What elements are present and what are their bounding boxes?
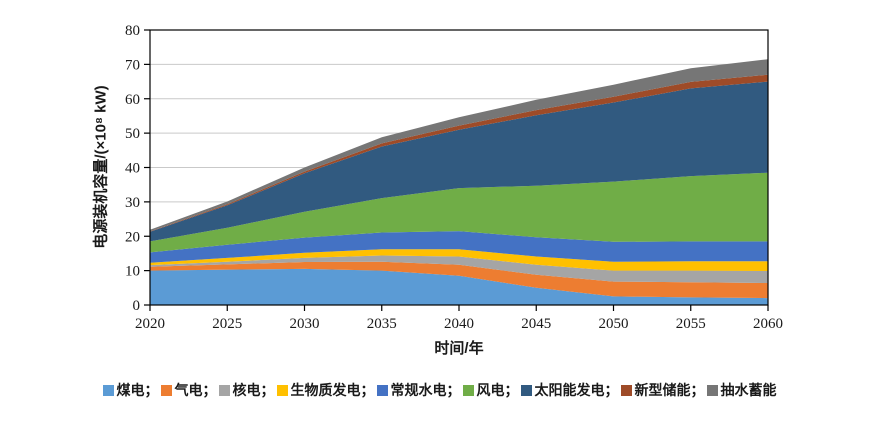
y-tick-label: 60 [125, 92, 140, 108]
legend-item-5: 风电； [462, 380, 519, 400]
y-tick-label: 80 [125, 23, 140, 39]
legend-separator: ； [144, 382, 159, 398]
legend-separator: ； [360, 382, 375, 398]
legend-label: 常规水电 [390, 382, 447, 398]
legend-label: 抽水蓄能 [720, 382, 777, 398]
legend-swatch-icon [376, 384, 388, 396]
area-series-3 [150, 249, 768, 271]
legend-separator: ； [202, 382, 217, 398]
legend-separator: ； [690, 382, 705, 398]
y-tick-label: 30 [125, 195, 140, 211]
legend: 煤电；气电；核电；生物质发电；常规水电；风电；太阳能发电；新型储能；抽水蓄能 [0, 380, 879, 400]
legend-swatch-icon [160, 384, 172, 396]
legend-item-7: 新型储能； [620, 380, 705, 400]
legend-item-1: 气电； [160, 380, 217, 400]
y-tick-label: 20 [125, 229, 140, 245]
legend-item-0: 煤电； [102, 380, 159, 400]
legend-separator: ； [504, 382, 519, 398]
legend-swatch-icon [276, 384, 288, 396]
area-series-5 [150, 172, 768, 253]
x-tick-label: 2050 [599, 316, 629, 332]
y-tick-label: 0 [133, 298, 141, 314]
x-tick-label: 2030 [290, 316, 320, 332]
legend-item-8: 抽水蓄能 [706, 380, 777, 400]
legend-label: 太阳能发电 [534, 382, 605, 398]
area-series-2 [150, 255, 768, 283]
legend-swatch-icon [520, 384, 532, 396]
x-tick-label: 2040 [444, 316, 474, 332]
x-tick-label: 2060 [753, 316, 783, 332]
x-axis-title: 时间/年 [434, 340, 484, 357]
legend-label: 气电 [174, 382, 203, 398]
area-series-6 [150, 81, 768, 242]
legend-label: 煤电 [116, 382, 145, 398]
area-series-8 [150, 59, 768, 232]
x-tick-label: 2055 [676, 316, 706, 332]
legend-item-4: 常规水电； [376, 380, 461, 400]
legend-swatch-icon [462, 384, 474, 396]
area-series-1 [150, 261, 768, 299]
x-tick-label: 2045 [521, 316, 551, 332]
legend-label: 新型储能 [634, 382, 691, 398]
legend-item-2: 核电； [218, 380, 275, 400]
legend-label: 生物质发电 [290, 382, 361, 398]
legend-separator: ； [260, 382, 275, 398]
legend-swatch-icon [620, 384, 632, 396]
y-tick-label: 50 [125, 126, 140, 142]
y-tick-label: 40 [125, 161, 140, 177]
y-tick-label: 10 [125, 264, 140, 280]
x-tick-label: 2035 [367, 316, 397, 332]
legend-swatch-icon [706, 384, 718, 396]
legend-item-6: 太阳能发电； [520, 380, 619, 400]
legend-label: 核电 [232, 382, 261, 398]
area-series-4 [150, 231, 768, 263]
legend-separator: ； [446, 382, 461, 398]
legend-swatch-icon [102, 384, 114, 396]
area-series-0 [150, 268, 768, 305]
legend-separator: ； [604, 382, 619, 398]
legend-item-3: 生物质发电； [276, 380, 375, 400]
y-axis-title: 电源装机容量/(×10⁸ kW) [92, 85, 110, 249]
y-tick-label: 70 [125, 57, 140, 73]
x-tick-label: 2025 [212, 316, 242, 332]
x-tick-label: 2020 [135, 316, 165, 332]
legend-swatch-icon [218, 384, 230, 396]
legend-label: 风电 [476, 382, 505, 398]
